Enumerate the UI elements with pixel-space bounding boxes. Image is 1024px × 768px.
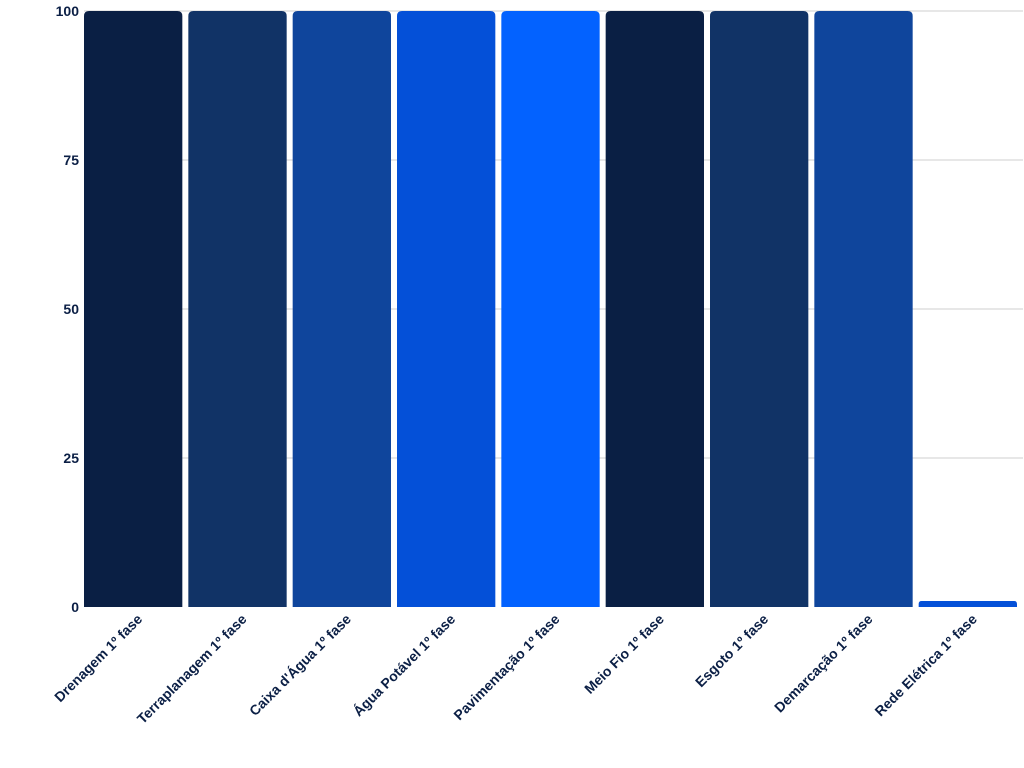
y-tick-label-25: 25 <box>63 450 79 466</box>
bar-5 <box>501 11 600 607</box>
x-category-label-6: Meio Fio 1º fase <box>581 611 667 697</box>
x-category-label-5: Pavimentação 1º fase <box>450 611 562 723</box>
bar-3 <box>292 11 391 607</box>
x-category-label-1: Drenagem 1º fase <box>51 611 145 705</box>
y-tick-label-0: 0 <box>71 599 79 615</box>
bar-8 <box>814 11 913 607</box>
bar-7 <box>710 11 809 607</box>
bar-9 <box>918 601 1017 607</box>
bar-6 <box>605 11 704 607</box>
bars <box>84 11 1017 607</box>
x-category-label-3: Caixa d'Água 1º fase <box>246 611 354 719</box>
y-axis: 0 25 50 75 100 <box>56 3 80 615</box>
x-category-label-2: Terraplanagem 1º fase <box>134 611 250 727</box>
y-tick-label-75: 75 <box>63 152 79 168</box>
x-category-label-8: Demarcação 1º fase <box>771 611 876 716</box>
bar-1 <box>84 11 183 607</box>
x-category-label-4: Água Potável 1º fase <box>350 611 459 720</box>
bar-2 <box>188 11 287 607</box>
bar-4 <box>397 11 496 607</box>
y-tick-label-100: 100 <box>56 3 80 19</box>
x-category-label-9: Rede Elétrica 1º fase <box>871 611 980 720</box>
x-category-label-7: Esgoto 1º fase <box>692 611 771 690</box>
y-tick-label-50: 50 <box>63 301 79 317</box>
